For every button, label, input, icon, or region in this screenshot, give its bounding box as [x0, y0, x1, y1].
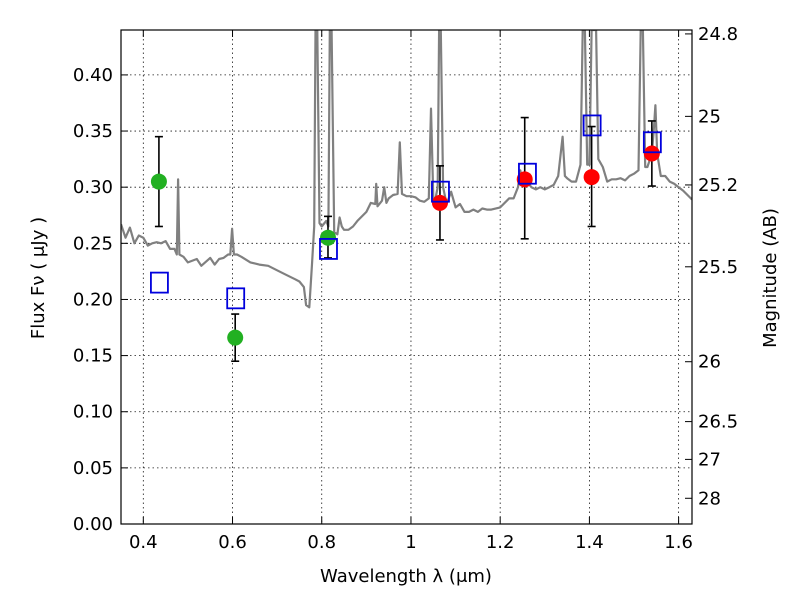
model-square-marker — [582, 114, 602, 137]
x-tick-label: 0.6 — [218, 532, 247, 553]
y-tick-label: 0.00 — [73, 514, 113, 535]
observed-point — [583, 169, 600, 186]
observed-point — [431, 194, 448, 211]
mag-tick-label: 25.5 — [698, 257, 738, 278]
y-tick-label: 0.35 — [73, 121, 113, 142]
observed-point — [319, 229, 336, 246]
x-axis-label: Wavelength λ (μm) — [320, 566, 492, 587]
data-points — [150, 114, 662, 363]
observed-point — [150, 173, 167, 190]
mag-tick-label: 24.8 — [698, 24, 738, 45]
axes: 0.4 0.6 0.8 1 1.2 1.4 1.6 0.00 0.05 0.10 0.15 0.20 0… — [73, 24, 738, 553]
model-square-marker — [518, 162, 537, 185]
y-tick-label: 0.15 — [73, 346, 113, 367]
mag-tick-label: 27 — [698, 449, 721, 470]
model-square-marker — [319, 238, 338, 260]
y-tick-label: 0.30 — [73, 177, 113, 198]
observed-point — [227, 329, 244, 346]
grid — [121, 30, 692, 525]
model-square-marker — [226, 287, 246, 310]
mag-tick-label: 26.5 — [698, 412, 738, 433]
observed-point — [643, 145, 660, 162]
mag-tick-label: 25 — [698, 106, 721, 127]
mag-tick-label: 26 — [698, 352, 721, 373]
x-tick-label: 1 — [405, 532, 416, 553]
sed-model-spectrum — [121, 30, 692, 309]
x-tick-label: 0.4 — [129, 532, 158, 553]
model-square-marker — [150, 271, 169, 294]
y-tick-label: 0.20 — [73, 289, 113, 310]
y-tick-label: 0.40 — [73, 65, 113, 86]
x-tick-label: 1.2 — [486, 532, 515, 553]
x-tick-label: 1.6 — [664, 532, 693, 553]
sed-model-line — [121, 30, 692, 309]
x-tick-label: 1.4 — [575, 532, 604, 553]
x-tick-label: 0.8 — [307, 532, 336, 553]
y-tick-label: 0.05 — [73, 458, 113, 479]
y-tick-label: 0.25 — [73, 233, 113, 254]
y-axis-label: Flux Fν ( μJy ) — [28, 217, 49, 339]
y-tick-label: 0.10 — [73, 402, 113, 423]
y-axis-label-right: Magnitude (AB) — [760, 208, 781, 348]
model-square-marker — [642, 131, 662, 154]
mag-tick-label: 28 — [698, 488, 721, 509]
plot-frame — [120, 29, 693, 525]
mag-tick-label: 25.2 — [698, 175, 738, 196]
model-square-marker — [431, 180, 450, 203]
